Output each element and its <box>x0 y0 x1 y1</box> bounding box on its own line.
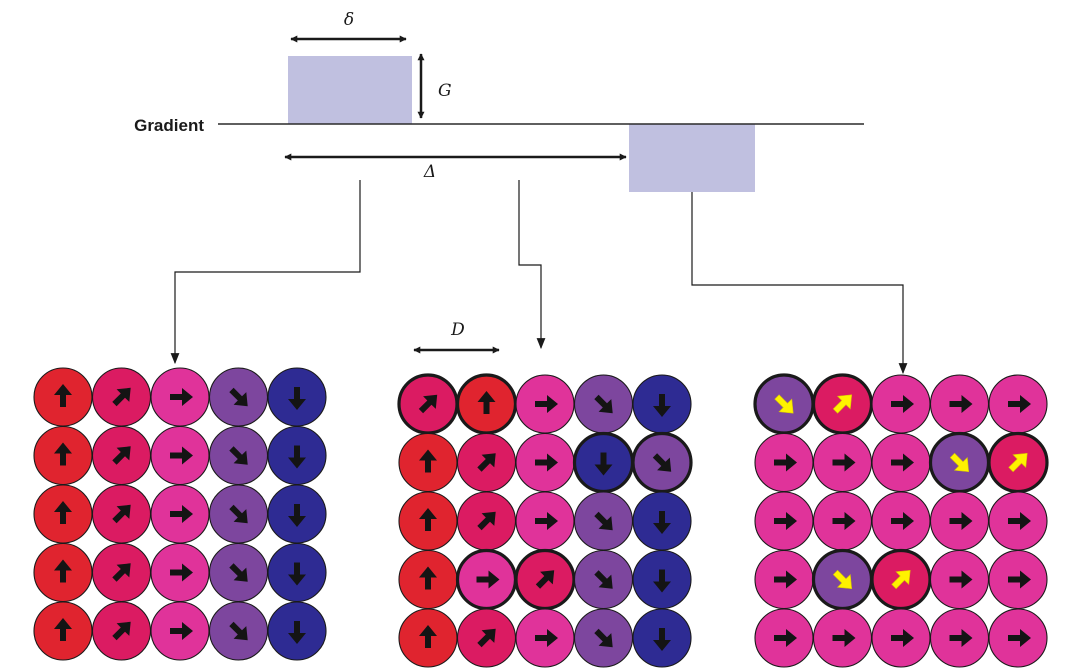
gradient-pulse-positive <box>288 56 412 124</box>
spin-arrow-R <box>170 563 193 582</box>
spin-arrow-D <box>653 511 671 534</box>
spin-arrow-U <box>54 501 72 524</box>
gradient-pulse-negative <box>629 124 755 192</box>
spin-arrow-R <box>774 512 797 530</box>
spin-arrow-UR <box>535 570 555 589</box>
spin-arrow-R <box>170 622 193 640</box>
spin-arrow-UR <box>418 394 438 414</box>
spin-arrow-UR-yellow <box>1008 452 1028 473</box>
spin-arrow-R <box>535 395 558 413</box>
spin-arrow-UR <box>112 621 131 641</box>
spin-arrow-UR <box>112 563 131 582</box>
connector-left <box>170 180 361 365</box>
spin-arrow-R <box>476 570 500 589</box>
gradient-amplitude-label: G <box>438 81 452 101</box>
spin-arrow-D <box>288 387 306 410</box>
spin-arrow-R <box>774 629 797 647</box>
spin-arrow-R <box>949 395 973 413</box>
spin-arrow-UR-yellow <box>891 569 911 590</box>
spin-arrow-DR <box>229 504 248 524</box>
spin-arrow-U <box>419 625 437 648</box>
spin-arrow-R <box>774 453 797 472</box>
spin-arrow-U <box>477 391 496 414</box>
delta-big-label: Δ <box>423 162 436 182</box>
spin-arrow-R <box>891 453 914 472</box>
spin-arrow-DR <box>229 563 248 582</box>
spin-arrow-R <box>1008 570 1031 589</box>
spin-arrow-UR <box>477 511 496 531</box>
during-diffusion-grid <box>397 373 693 668</box>
spin-arrow-R <box>891 512 914 530</box>
spin-arrow-R <box>1008 395 1031 413</box>
gradient-sequence: Gradient δ G Δ <box>134 10 864 192</box>
spin-arrow-R <box>949 629 973 647</box>
spin-arrow-U <box>54 618 72 641</box>
spin-arrow-DR <box>229 621 248 641</box>
spin-arrow-R <box>170 388 193 406</box>
spin-arrow-UR <box>477 628 496 648</box>
connector-middle <box>518 180 546 350</box>
spin-arrow-R <box>170 446 193 465</box>
spin-arrow-R <box>1008 512 1031 530</box>
spin-arrow-R <box>170 505 193 523</box>
spin-arrow-D <box>653 569 671 593</box>
spin-arrow-UR <box>477 453 496 472</box>
spin-arrow-R <box>949 570 973 589</box>
spin-arrow-D <box>288 504 306 527</box>
spin-arrow-D <box>288 621 306 644</box>
spin-arrow-UR <box>112 504 131 524</box>
spin-arrow-UR <box>112 387 131 407</box>
spin-arrow-R <box>535 512 558 530</box>
spin-arrow-U <box>54 559 72 583</box>
spin-arrow-U <box>419 449 437 473</box>
spin-arrow-R <box>832 629 856 647</box>
spin-arrow-D <box>288 445 306 469</box>
spin-arrow-D <box>288 562 306 586</box>
spin-arrow-U <box>54 442 72 466</box>
spin-arrow-DR <box>594 570 613 589</box>
spin-arrow-U <box>54 384 72 407</box>
spin-arrow-R <box>1008 629 1031 647</box>
spin-arrow-R <box>891 395 914 413</box>
spin-arrow-DR-yellow <box>949 452 970 473</box>
spin-arrow-R <box>535 453 558 472</box>
spin-arrow-DR <box>594 628 613 648</box>
spin-arrow-R <box>535 629 558 647</box>
spin-arrow-R <box>949 512 973 530</box>
spin-arrow-R <box>774 570 797 589</box>
spin-arrow-DR <box>594 511 613 531</box>
spin-arrow-DR <box>652 453 672 472</box>
before-diffusion-grid <box>33 367 327 661</box>
spin-arrow-D <box>594 452 613 476</box>
spin-arrow-DR-yellow <box>832 569 853 590</box>
after-refocus-grid <box>753 373 1049 668</box>
spin-arrow-R <box>832 512 856 530</box>
spin-arrow-DR <box>594 394 613 414</box>
spin-arrow-R <box>832 453 856 472</box>
spin-arrow-U <box>419 566 437 590</box>
spin-arrow-DR <box>229 387 248 407</box>
connectors <box>170 180 908 375</box>
spin-arrow-D <box>653 394 671 417</box>
delta-small-label: δ <box>344 10 354 30</box>
spin-arrow-DR <box>229 446 248 465</box>
diffusion-distance-label: D <box>450 320 465 340</box>
connector-right <box>691 192 908 375</box>
spin-arrow-R <box>891 629 914 647</box>
spin-arrow-UR-yellow <box>832 394 853 414</box>
gradient-label: Gradient <box>134 116 204 135</box>
spin-arrow-UR <box>112 446 131 465</box>
spin-arrow-U <box>419 508 437 531</box>
spin-arrow-DR-yellow <box>774 394 794 414</box>
spin-arrow-D <box>653 628 671 651</box>
